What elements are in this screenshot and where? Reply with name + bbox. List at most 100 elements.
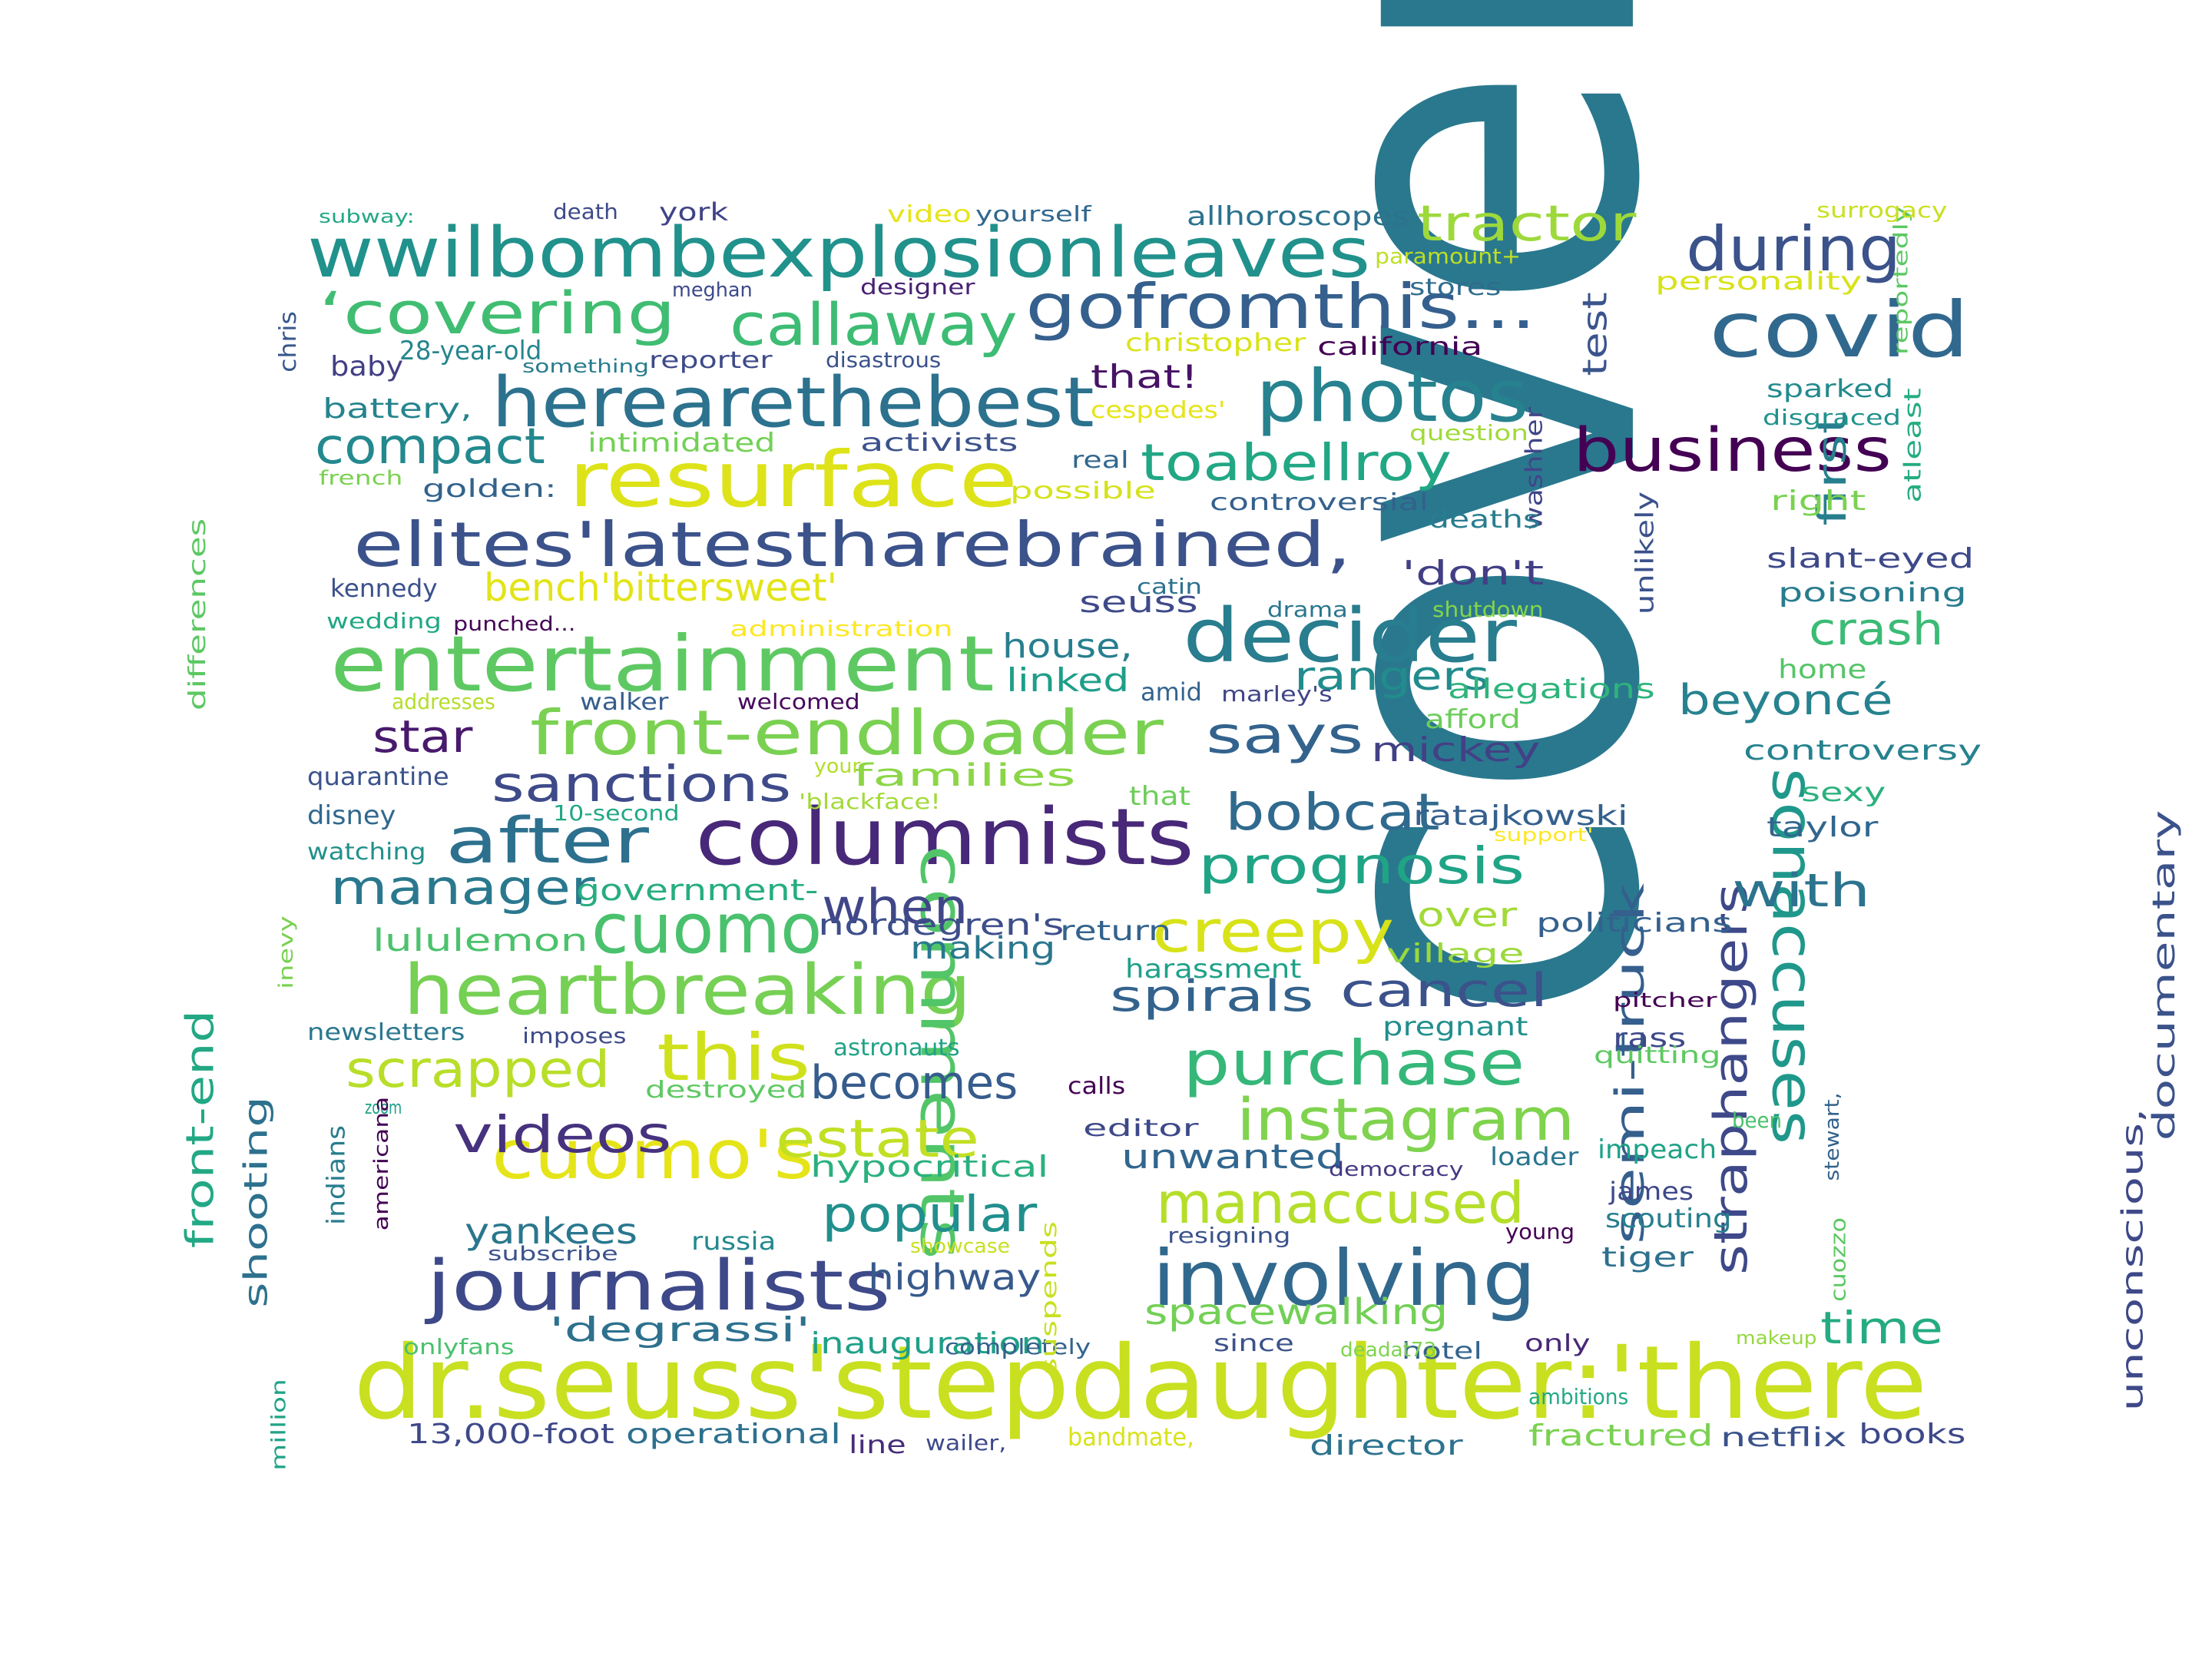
word: video: [887, 201, 972, 228]
word: james: [1609, 1177, 1694, 1206]
word: sexy: [1801, 777, 1886, 808]
word: walker: [580, 689, 669, 716]
word: pregnant: [1382, 1012, 1528, 1042]
word: right: [1770, 485, 1866, 517]
word: activists: [860, 428, 1018, 457]
word: scouting: [1605, 1204, 1732, 1234]
word: stores: [1409, 274, 1502, 301]
word: disgraced: [1763, 405, 1901, 430]
word: editor: [1083, 1115, 1199, 1142]
word: instagram: [1237, 1085, 1575, 1154]
word: french: [319, 467, 403, 490]
word: americana: [369, 1096, 393, 1231]
word: videos: [453, 1105, 672, 1164]
word: battery,: [323, 393, 472, 425]
word: ‘covering: [319, 279, 676, 347]
word: photos: [1256, 355, 1529, 439]
word: this: [657, 1020, 811, 1095]
word: wailer,: [926, 1430, 1007, 1455]
word: spirals: [1110, 972, 1314, 1022]
word: over: [1417, 896, 1518, 935]
word: yankees: [465, 1210, 638, 1252]
word: that!: [1091, 358, 1199, 396]
word: making: [910, 931, 1056, 966]
word: completely: [945, 1334, 1091, 1359]
word: covid: [1709, 285, 1970, 375]
word: after: [445, 805, 649, 878]
word: yourself: [975, 201, 1091, 227]
word: becomes: [810, 1056, 1018, 1110]
word: astronauts: [833, 1035, 960, 1061]
word: zoom: [365, 1097, 402, 1118]
word: atleast: [1899, 388, 1927, 503]
word: books: [1859, 1419, 1966, 1450]
word: inevy: [274, 916, 298, 989]
word: families: [853, 758, 1076, 793]
word: wwilbombexplosionleaves: [307, 213, 1371, 293]
word: unlikely: [1630, 491, 1660, 615]
word: business: [1573, 416, 1892, 485]
word: journalists: [426, 1246, 891, 1326]
word: manaccused: [1156, 1171, 1525, 1237]
word: young: [1505, 1219, 1575, 1244]
word: amid: [1141, 677, 1202, 707]
word: unconscious,: [2114, 1108, 2149, 1412]
word: line: [849, 1430, 906, 1459]
word: entertainment: [330, 619, 995, 709]
word: sparked: [1767, 374, 1894, 403]
word: quarantine: [307, 762, 449, 791]
word: something: [522, 356, 650, 377]
word: kennedy: [330, 574, 438, 603]
word: russia: [691, 1227, 777, 1256]
word: controversy: [1743, 735, 1982, 767]
word: test: [1575, 292, 1615, 376]
word: spacewalking: [1144, 1291, 1449, 1333]
word: fractured: [1528, 1419, 1714, 1452]
word: administration: [730, 616, 953, 641]
word: ambitions: [1528, 1384, 1629, 1409]
word: shutdown: [1432, 597, 1544, 622]
word: with: [1732, 864, 1871, 918]
word: pitcher: [1613, 989, 1717, 1012]
word: bandmate,: [1068, 1422, 1194, 1452]
word: showcase: [910, 1235, 1010, 1258]
word: return: [1060, 916, 1172, 947]
word: bobcat: [1225, 783, 1440, 842]
word: paramount+: [1375, 243, 1521, 269]
word: calls: [1068, 1073, 1126, 1100]
word: million: [267, 1379, 291, 1471]
word: 'don't: [1402, 554, 1545, 593]
word: harassment: [1125, 954, 1302, 985]
word: 'blackface!: [799, 789, 941, 814]
word: meghan: [672, 279, 753, 302]
word: linked: [1006, 661, 1130, 699]
word: sanctions: [492, 757, 792, 813]
word: heartbreaking: [403, 950, 972, 1031]
word: newsletters: [307, 1019, 465, 1046]
word: decider: [1183, 593, 1517, 679]
word: question: [1409, 420, 1528, 445]
word: says: [1206, 706, 1364, 765]
word: chris: [274, 311, 302, 373]
word: callaway: [730, 290, 1018, 359]
word: disastrous: [826, 347, 942, 373]
word: disney: [307, 800, 396, 831]
word: bench'bittersweet': [484, 565, 838, 610]
word: controversial: [1210, 489, 1429, 516]
word: prognosis: [1198, 836, 1525, 896]
word: indians: [321, 1125, 351, 1225]
word: real: [1071, 447, 1129, 474]
word: compact: [315, 419, 545, 475]
word: makeup: [1736, 1327, 1817, 1349]
word: mickey: [1371, 730, 1541, 770]
word: deadat73: [1340, 1339, 1437, 1362]
word: 10-second: [553, 800, 680, 826]
word: since: [1214, 1330, 1294, 1357]
word: destroyed: [645, 1077, 807, 1104]
word: stewart,: [1820, 1092, 1844, 1181]
word: crash: [1809, 603, 1944, 655]
word: politicians: [1536, 908, 1733, 939]
word: watching: [307, 839, 426, 866]
word: golden:: [422, 474, 557, 503]
word: 28-year-old: [399, 336, 542, 366]
